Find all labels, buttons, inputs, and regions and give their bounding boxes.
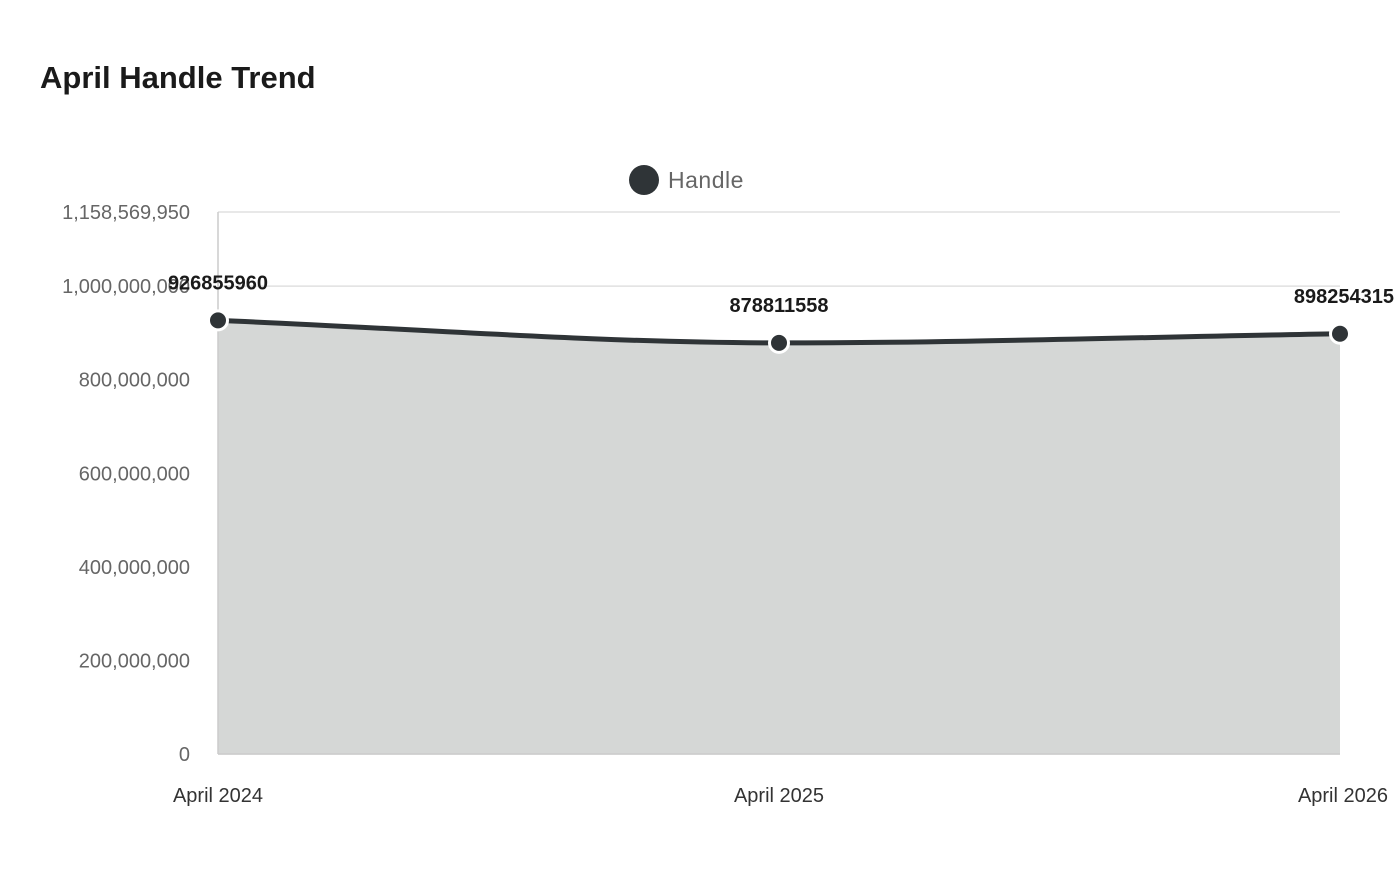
y-axis-ticks: 0 200,000,000 400,000,000 600,000,000 800,00…	[62, 202, 190, 766]
y-tick-label: 1,000,000,000	[62, 276, 190, 298]
x-tick-label: April 2026	[1298, 785, 1388, 807]
chart-title: April Handle Trend	[40, 60, 316, 95]
data-point[interactable]	[207, 309, 229, 332]
data-labels: 926855960 878811558 898254315	[168, 272, 1394, 316]
y-tick-label: 1,158,569,950	[62, 202, 190, 224]
data-label: 926855960	[168, 272, 268, 294]
y-tick-label: 600,000,000	[79, 463, 190, 485]
x-axis-ticks: April 2024 April 2025 April 2026	[173, 785, 1388, 807]
y-tick-label: 200,000,000	[79, 650, 190, 672]
legend[interactable]: Handle	[629, 165, 744, 195]
area-series	[215, 317, 1343, 754]
data-label: 898254315	[1294, 286, 1394, 308]
y-tick-label: 800,000,000	[79, 370, 190, 392]
legend-marker-handle[interactable]	[629, 165, 659, 195]
area-fill-handle	[218, 320, 1340, 754]
data-label: 878811558	[729, 295, 828, 317]
x-tick-label: April 2025	[734, 785, 824, 807]
data-point[interactable]	[1329, 322, 1351, 345]
data-point[interactable]	[768, 331, 790, 354]
data-points	[207, 309, 1351, 354]
x-tick-label: April 2024	[173, 785, 263, 807]
y-tick-label: 400,000,000	[79, 557, 190, 579]
y-tick-label: 0	[179, 744, 190, 766]
legend-label-handle[interactable]: Handle	[668, 167, 744, 193]
axes	[217, 212, 1340, 755]
